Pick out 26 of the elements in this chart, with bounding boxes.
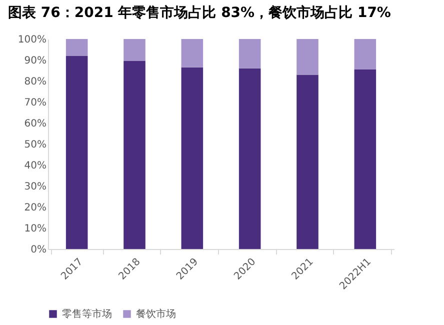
- bar: [296, 74, 318, 249]
- bar: [238, 68, 261, 249]
- bar: [66, 56, 88, 249]
- bar: [181, 67, 204, 249]
- y-tick-label: 80%: [24, 76, 46, 88]
- bar: [66, 39, 88, 56]
- legend-label: 零售等市场: [62, 308, 112, 320]
- y-tick-label: 30%: [24, 182, 46, 192]
- y-tick-label: 60%: [24, 118, 46, 130]
- bar: [296, 39, 318, 75]
- bar: [238, 39, 261, 68]
- y-tick-label: 50%: [24, 140, 46, 150]
- bar: [124, 61, 146, 249]
- bar: [124, 39, 146, 62]
- chart-title: 图表 76：2021 年零售市场占比 83%，餐饮市场占比 17%: [8, 4, 391, 21]
- y-tick-label: 100%: [18, 34, 46, 46]
- y-tick-label: 10%: [24, 224, 46, 234]
- y-tick-label: 40%: [24, 160, 46, 172]
- y-tick-label: 20%: [24, 202, 46, 214]
- legend-label: 餐饮市场: [136, 308, 176, 320]
- y-tick-label: 90%: [24, 56, 46, 66]
- bar: [181, 39, 204, 68]
- y-tick-label: 0%: [30, 244, 46, 256]
- bar: [354, 69, 376, 249]
- bar: [354, 39, 376, 70]
- y-tick-label: 70%: [24, 98, 46, 108]
